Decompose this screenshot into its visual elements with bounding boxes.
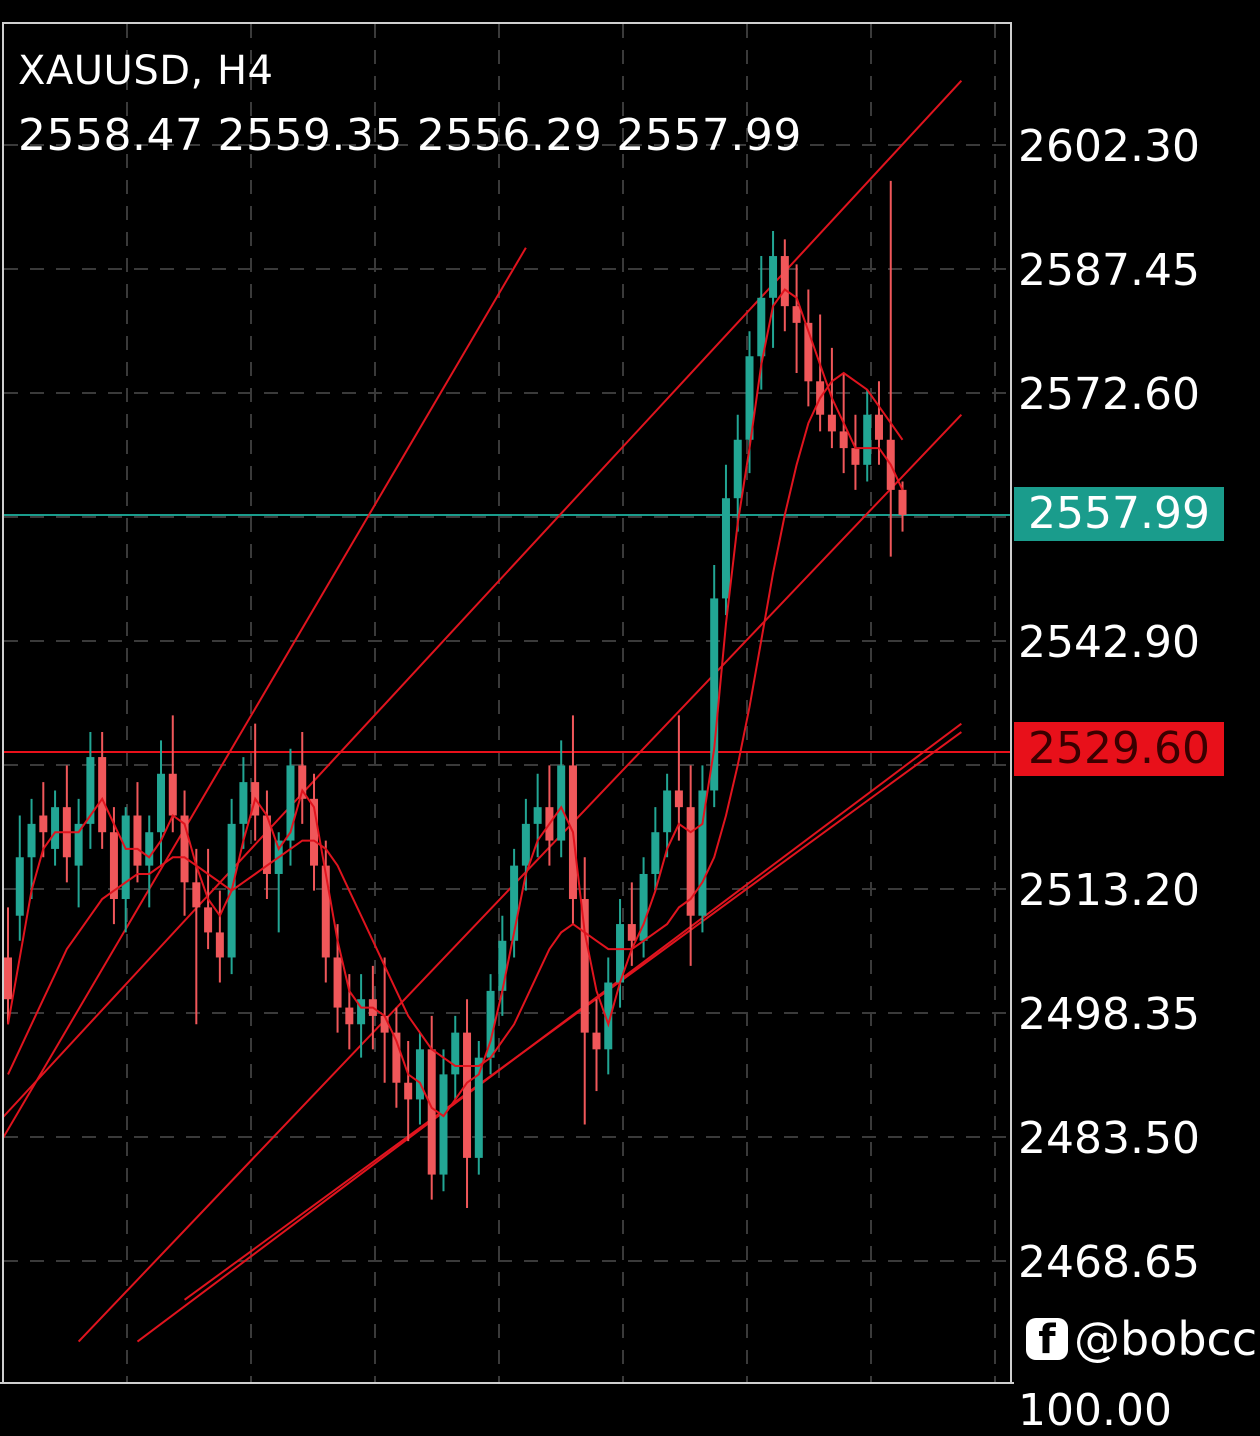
candle-bull [145, 832, 154, 866]
candle-bull [616, 924, 625, 983]
candle-bear [427, 1049, 436, 1175]
candle-bull [557, 765, 566, 841]
moving-average-line [7, 288, 904, 1118]
price-axis-label: 2587.45 [1018, 245, 1200, 296]
price-axis-label: 2602.30 [1018, 121, 1200, 172]
price-axis-label: 2572.60 [1018, 369, 1200, 420]
candle-bull [521, 823, 530, 866]
candle-bull [86, 757, 95, 824]
candle-bull [710, 598, 719, 791]
candle-bull [698, 790, 707, 916]
candle-bull [733, 439, 742, 499]
ohlc-high: 2559.35 [217, 110, 403, 161]
plot-frame[interactable] [2, 22, 1012, 1382]
candle-bear [168, 773, 177, 816]
candle-bear [839, 431, 848, 449]
candle-bear [192, 882, 201, 908]
candle-bear [463, 1032, 472, 1158]
candle-bear [674, 790, 683, 808]
candle-bull [498, 940, 507, 991]
price-axis-label: 2498.35 [1018, 989, 1200, 1040]
candle-bear [215, 932, 224, 958]
candle-bear [109, 832, 118, 900]
watermark: f @bobcc [1026, 1312, 1257, 1366]
candle-bear [898, 489, 907, 515]
candle-bull [157, 773, 166, 833]
facebook-icon: f [1026, 1318, 1068, 1362]
price-chart[interactable]: 2602.30 2587.45 2572.60 2542.90 2513.20 2498.… [0, 0, 1260, 1406]
candle-bear [333, 957, 342, 1008]
candle-bear [804, 322, 813, 382]
candle-bull [651, 832, 660, 874]
candle-bull [121, 815, 130, 900]
candle-bear [298, 765, 307, 799]
candle-bull [863, 414, 872, 465]
price-axis-label: 2513.20 [1018, 865, 1200, 916]
ohlc-open: 2558.47 [18, 110, 204, 161]
candle-bull [745, 356, 754, 440]
candle-bear [98, 757, 107, 833]
watermark-handle: @bobcc [1074, 1312, 1258, 1366]
price-axis-label: 2468.65 [1018, 1237, 1200, 1288]
trend-line [4, 80, 963, 1118]
moving-average-line [7, 371, 904, 1075]
candle-bull [533, 807, 542, 824]
candle-bull [639, 873, 648, 941]
candle-bear [4, 957, 12, 1000]
candle-bull [486, 990, 495, 1058]
symbol-timeframe-title: XAUUSD, H4 [18, 48, 274, 94]
candle-bear [580, 899, 589, 1033]
price-axis-label: 2542.90 [1018, 617, 1200, 668]
candle-bull [239, 782, 248, 824]
candle-bear [780, 256, 789, 307]
candle-bull [439, 1074, 448, 1175]
candle-bull [51, 807, 60, 849]
candle-bear [310, 798, 319, 866]
candle-bear [392, 1032, 401, 1083]
candle-bull [474, 1057, 483, 1158]
candle-bear [874, 414, 883, 440]
candle-bear [592, 1032, 601, 1050]
candle-bull [74, 823, 83, 866]
candle-bear [380, 1015, 389, 1033]
candle-bull [15, 857, 24, 916]
candle-bull [451, 1032, 460, 1075]
candle-bear [262, 815, 271, 874]
marked-level-tag[interactable]: 2529.60 [1014, 722, 1224, 776]
candle-bear [627, 924, 636, 941]
ohlc-readout: 2558.47 2559.35 2556.29 2557.99 [18, 110, 816, 161]
candle-bull [286, 765, 295, 841]
candle-bear [39, 815, 48, 833]
candle-bear [345, 1007, 354, 1025]
candle-bear [180, 815, 189, 883]
sub-pane-axis-label: 100.00 [1018, 1385, 1172, 1436]
candle-bear [404, 1082, 413, 1100]
candle-bull [27, 823, 36, 858]
candle-bear [827, 414, 836, 432]
trend-line [77, 414, 963, 1343]
candle-bear [204, 907, 213, 933]
candle-bull [663, 790, 672, 833]
trend-line [4, 247, 527, 1139]
ohlc-low: 2556.29 [416, 110, 603, 161]
candle-bull [769, 256, 778, 298]
candle-bear [133, 815, 142, 866]
trend-line [183, 731, 962, 1301]
candle-bear [686, 807, 695, 916]
candle-bear [851, 448, 860, 465]
ohlc-close: 2557.99 [616, 110, 802, 161]
candle-bull [721, 498, 730, 599]
candle-bear [792, 306, 801, 323]
candle-bull [510, 865, 519, 941]
candle-bull [757, 297, 766, 357]
candle-bull [604, 982, 613, 1050]
price-axis-label: 2483.50 [1018, 1113, 1200, 1164]
candle-bull [415, 1049, 424, 1100]
current-price-tag: 2557.99 [1014, 487, 1224, 541]
sub-pane-divider[interactable] [0, 1382, 1014, 1384]
candle-bear [321, 865, 330, 958]
candle-bull [357, 999, 366, 1025]
